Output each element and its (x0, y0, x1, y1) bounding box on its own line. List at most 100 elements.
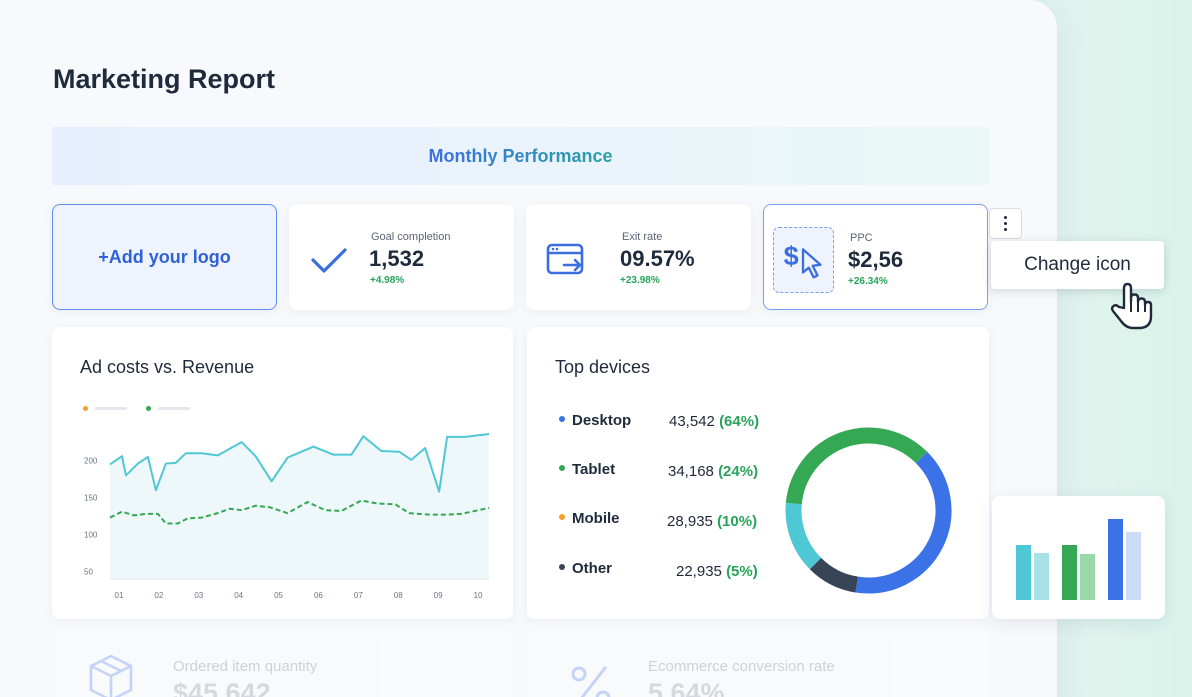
kpi-delta: +23.98% (620, 275, 660, 286)
mini-bar (1016, 545, 1031, 600)
device-name: Desktop (572, 412, 632, 429)
y-tick-label: 200 (84, 457, 98, 466)
device-bullet (559, 564, 565, 571)
device-count: 28,935 (667, 513, 713, 530)
kpi-options-button[interactable] (989, 208, 1022, 239)
kpi-ordered-quantity-card: Ordered item quantity $45,642 (52, 632, 513, 697)
box-icon (89, 654, 133, 697)
kpi-conversion-rate-card: Ecommerce conversion rate 5,64% (527, 632, 989, 697)
x-tick-label: 08 (394, 591, 403, 600)
x-tick-label: 09 (434, 591, 443, 600)
series-line (109, 432, 490, 493)
kpi-value: 1,532 (369, 246, 425, 271)
device-value: 43,542 (64%) (669, 413, 759, 430)
kpi-exit-rate[interactable]: Exit rate 09.57% +23.98% (526, 204, 751, 310)
devices-title: Top devices (555, 357, 651, 377)
kpi-label: PPC (850, 232, 873, 244)
legend-dot (83, 406, 88, 411)
faded-label: Ecommerce conversion rate (648, 658, 835, 675)
device-row-mobile: Mobile (559, 510, 620, 527)
x-tick-label: 04 (234, 591, 243, 600)
faded-value: $45,642 (173, 678, 271, 697)
series-line (109, 499, 490, 525)
device-bullet (559, 514, 565, 521)
faded-value: 5,64% (648, 678, 725, 697)
device-row-other: Other (559, 560, 612, 577)
legend-item[interactable] (83, 406, 134, 411)
x-tick-label: 10 (474, 591, 483, 600)
device-name: Mobile (572, 510, 620, 527)
check-icon (311, 248, 347, 273)
svg-text:$: $ (784, 241, 799, 271)
ppc-icon-slot[interactable]: $ (773, 227, 834, 293)
dot (1004, 228, 1007, 231)
device-count: 43,542 (669, 413, 715, 430)
x-tick-label: 03 (194, 591, 203, 600)
mini-bar (1108, 519, 1123, 600)
chart-title: Ad costs vs. Revenue (80, 357, 255, 377)
kpi-value: 09.57% (620, 246, 695, 271)
donut-slice[interactable] (785, 427, 928, 505)
browser-exit-icon (546, 243, 584, 275)
mini-bar (1080, 554, 1095, 600)
faded-label: Ordered item quantity (173, 658, 318, 675)
kpi-label: Goal completion (371, 231, 451, 243)
device-name: Other (572, 560, 613, 577)
device-pct: (5%) (726, 563, 758, 580)
x-tick-label: 07 (354, 591, 363, 600)
mini-bar (1062, 545, 1077, 600)
kpi-value: $2,56 (848, 247, 904, 272)
device-bullet (559, 416, 565, 423)
mini-bar-chart (1016, 519, 1141, 600)
dot (1004, 222, 1007, 225)
mini-bar-chart-widget[interactable] (992, 496, 1165, 619)
x-tick-label: 05 (274, 591, 283, 600)
device-count: 34,168 (668, 463, 714, 480)
line-chart: 200 150 100 50 01 02 03 04 05 06 07 08 09 10 (84, 432, 490, 600)
add-logo-card[interactable]: +Add your logo (52, 204, 277, 310)
device-value: 34,168 (24%) (668, 463, 758, 480)
y-tick-label: 150 (84, 494, 98, 503)
banner-label: Monthly Performance (428, 145, 613, 166)
top-devices-card: Top devices Desktop 43,542 (64%) Tablet … (527, 327, 989, 619)
device-name: Tablet (572, 461, 616, 478)
change-icon-label: Change icon (1024, 254, 1131, 275)
mini-bar (1034, 553, 1049, 600)
devices-donut-chart (785, 427, 952, 594)
kpi-label: Exit rate (622, 231, 663, 243)
donut-slice[interactable] (809, 557, 859, 593)
add-logo-label: +Add your logo (98, 246, 231, 267)
legend-item[interactable] (146, 406, 197, 411)
y-tick-label: 100 (84, 531, 98, 540)
device-value: 28,935 (10%) (667, 513, 757, 530)
legend-bar (158, 407, 190, 410)
mini-bar (1126, 532, 1141, 600)
donut-slice[interactable] (785, 502, 822, 570)
device-pct: (64%) (719, 413, 760, 430)
section-banner: Monthly Performance (52, 127, 989, 185)
y-tick-label: 50 (84, 568, 93, 577)
device-pct: (10%) (717, 513, 758, 530)
kpi-ppc[interactable]: $ PPC $2,56 +26.34% (763, 204, 988, 310)
device-count: 22,935 (676, 563, 722, 580)
x-tick-label: 02 (154, 591, 163, 600)
kpi-delta: +26.34% (848, 276, 888, 287)
change-icon-menu-item[interactable]: Change icon (991, 241, 1164, 289)
page-title: Marketing Report (53, 64, 276, 94)
ad-costs-chart-card: Ad costs vs. Revenue 200 150 100 50 01 02 03 04… (52, 327, 513, 619)
percent-icon (571, 666, 611, 697)
hand-cursor-icon (1110, 282, 1153, 330)
device-row-desktop: Desktop (559, 412, 631, 429)
x-tick-label: 01 (115, 591, 124, 600)
kpi-delta: +4.98% (370, 275, 405, 286)
x-tick-label: 06 (314, 591, 323, 600)
legend-dot (146, 406, 151, 411)
donut-slice[interactable] (855, 451, 952, 594)
device-bullet (559, 465, 565, 472)
legend-bar (95, 407, 127, 410)
kpi-goal-completion[interactable]: Goal completion 1,532 +4.98% (289, 204, 514, 310)
dot (1004, 216, 1007, 219)
dollar-cursor-icon: $ (784, 241, 822, 279)
report-page: Marketing Report Monthly Performance +Ad… (52, 64, 989, 697)
device-row-tablet: Tablet (559, 461, 615, 478)
